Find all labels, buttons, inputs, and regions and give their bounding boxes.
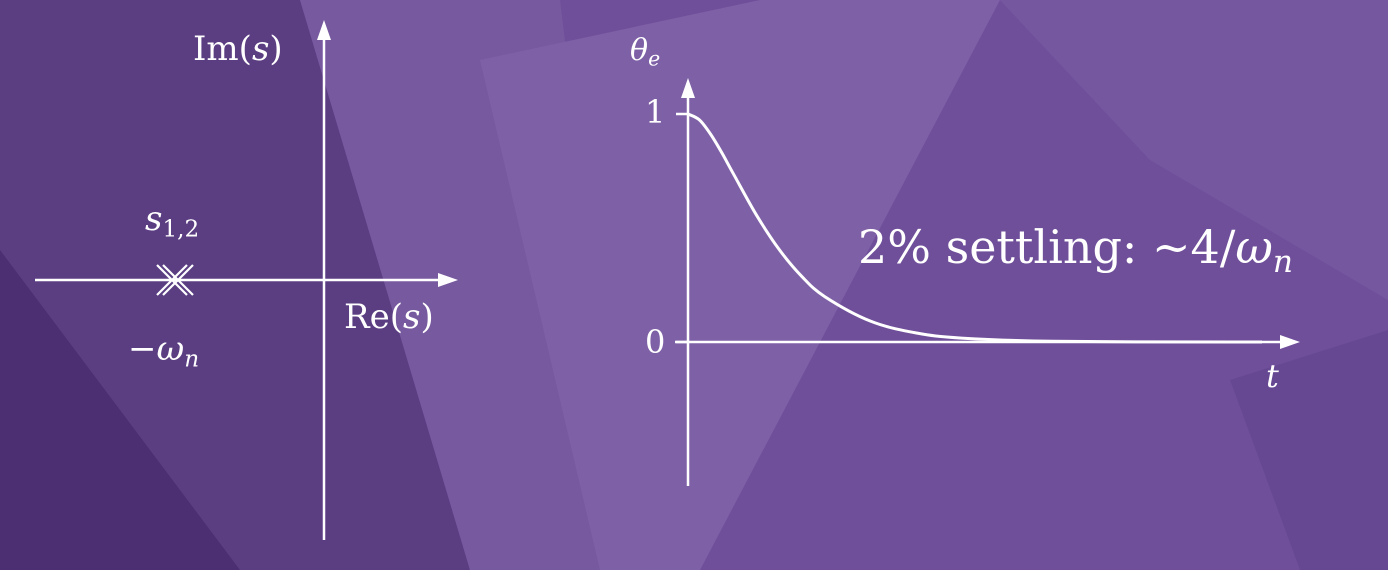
y-axis-arrowhead — [681, 78, 695, 98]
imag-axis-arrowhead — [317, 20, 331, 40]
settling-time-annotation: 2% settling: ~4/ωn — [858, 220, 1293, 280]
imag-axis-label: Im(s) — [193, 29, 283, 69]
bg-right-lower — [1230, 330, 1388, 570]
real-axis-label: Re(s) — [344, 297, 434, 337]
pole-label: s1,2 — [145, 199, 200, 243]
bg-right-facet — [1000, 0, 1388, 300]
y-tick-label-top: 1 — [645, 93, 666, 131]
double-pole-marker — [156, 264, 194, 296]
x-axis-label: t — [1266, 357, 1279, 395]
bg-light-facet — [480, 0, 1000, 570]
pole-location-label: −ωn — [128, 329, 200, 373]
y-axis-label: θe — [630, 33, 661, 71]
response-curve — [687, 112, 1262, 344]
real-axis-arrowhead — [438, 273, 458, 287]
y-tick-label-bottom: 0 — [645, 323, 666, 361]
x-axis-arrowhead — [1280, 335, 1300, 349]
bg-darker-corner — [0, 250, 240, 570]
